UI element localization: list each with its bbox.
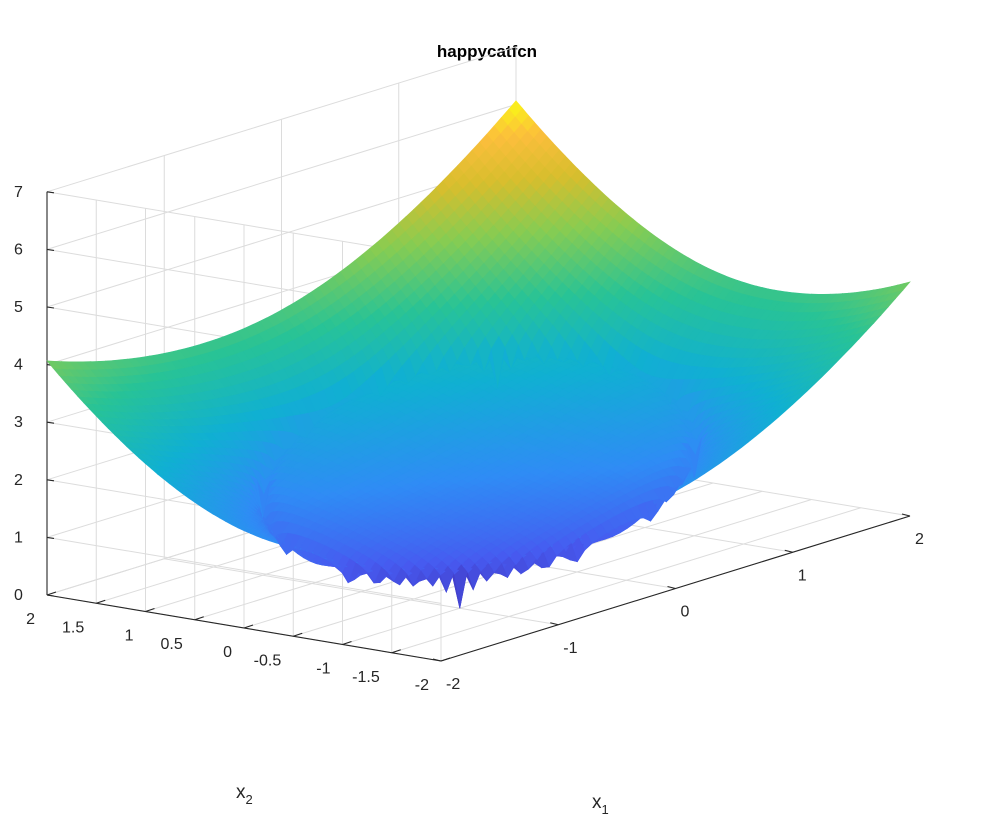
x2-tick-mark	[391, 649, 401, 654]
x1-tick-mark	[901, 513, 911, 517]
z-tick-label: 6	[14, 241, 23, 258]
z-tick-label: 1	[14, 529, 23, 546]
x2-tick-label: 2	[26, 611, 35, 628]
z-tick-mark	[46, 248, 55, 251]
x2-tick-label: -1	[316, 661, 330, 678]
z-tick-mark	[46, 306, 55, 309]
x2-axis-label-base: x	[236, 782, 246, 803]
x1-tick-label: -1	[563, 640, 577, 657]
z-tick-label: 7	[14, 184, 23, 201]
x2-tick-label: 1.5	[62, 619, 84, 636]
x1-tick-mark	[432, 658, 442, 662]
z-tick-mark	[46, 421, 55, 424]
grid-floor-x2	[342, 499, 812, 645]
x1-axis-label-base: x	[592, 792, 602, 813]
x1-tick-mark	[784, 549, 793, 553]
chart-title: happycatfcn	[437, 42, 537, 61]
x2-tick-label: 1	[125, 628, 134, 645]
z-tick-label: 5	[14, 299, 23, 316]
x1-tick-mark	[550, 622, 559, 626]
x1-tick-mark	[667, 585, 676, 590]
x1-tick-label: 2	[915, 531, 924, 548]
z-tick-label: 3	[14, 414, 23, 431]
x2-tick-mark	[243, 624, 254, 629]
x2-tick-label: -2	[415, 677, 429, 694]
grid-floor-x2	[391, 507, 861, 654]
grid-wall-left-z	[46, 536, 442, 604]
x2-tick-label: 0.5	[161, 636, 183, 653]
z-tick-label: 0	[14, 587, 23, 604]
z-tick-mark	[46, 536, 55, 539]
x2-tick-mark	[96, 599, 106, 604]
grid-wall-right-z	[46, 103, 517, 250]
x2-tick-label: -1.5	[352, 669, 380, 686]
x2-axis-label: x2	[236, 782, 253, 807]
x2-tick-mark	[46, 591, 57, 596]
z-tick-label: 2	[14, 472, 23, 489]
z-tick-mark	[46, 191, 55, 194]
x1-axis-label: x1	[592, 792, 609, 817]
axes	[46, 191, 911, 662]
x2-tick-mark	[194, 616, 204, 621]
x1-axis-label-sub: 1	[602, 802, 609, 817]
x2-tick-label: 0	[223, 644, 232, 661]
x2-tick-mark	[293, 632, 303, 637]
x1-tick-label: -2	[446, 676, 460, 693]
x2-tick-label: -0.5	[254, 652, 282, 669]
surface-mesh	[46, 100, 911, 609]
x2-axis-label-sub: 2	[246, 792, 253, 807]
z-tick-mark	[46, 479, 55, 482]
x2-tick-mark	[145, 607, 155, 613]
z-tick-label: 4	[14, 357, 23, 374]
x1-tick-label: 0	[681, 604, 690, 621]
x2-tick-mark	[342, 640, 352, 646]
x1-tick-label: 1	[798, 567, 807, 584]
grid-wall-right-z	[46, 46, 517, 193]
x2-tick-mark	[440, 657, 451, 662]
